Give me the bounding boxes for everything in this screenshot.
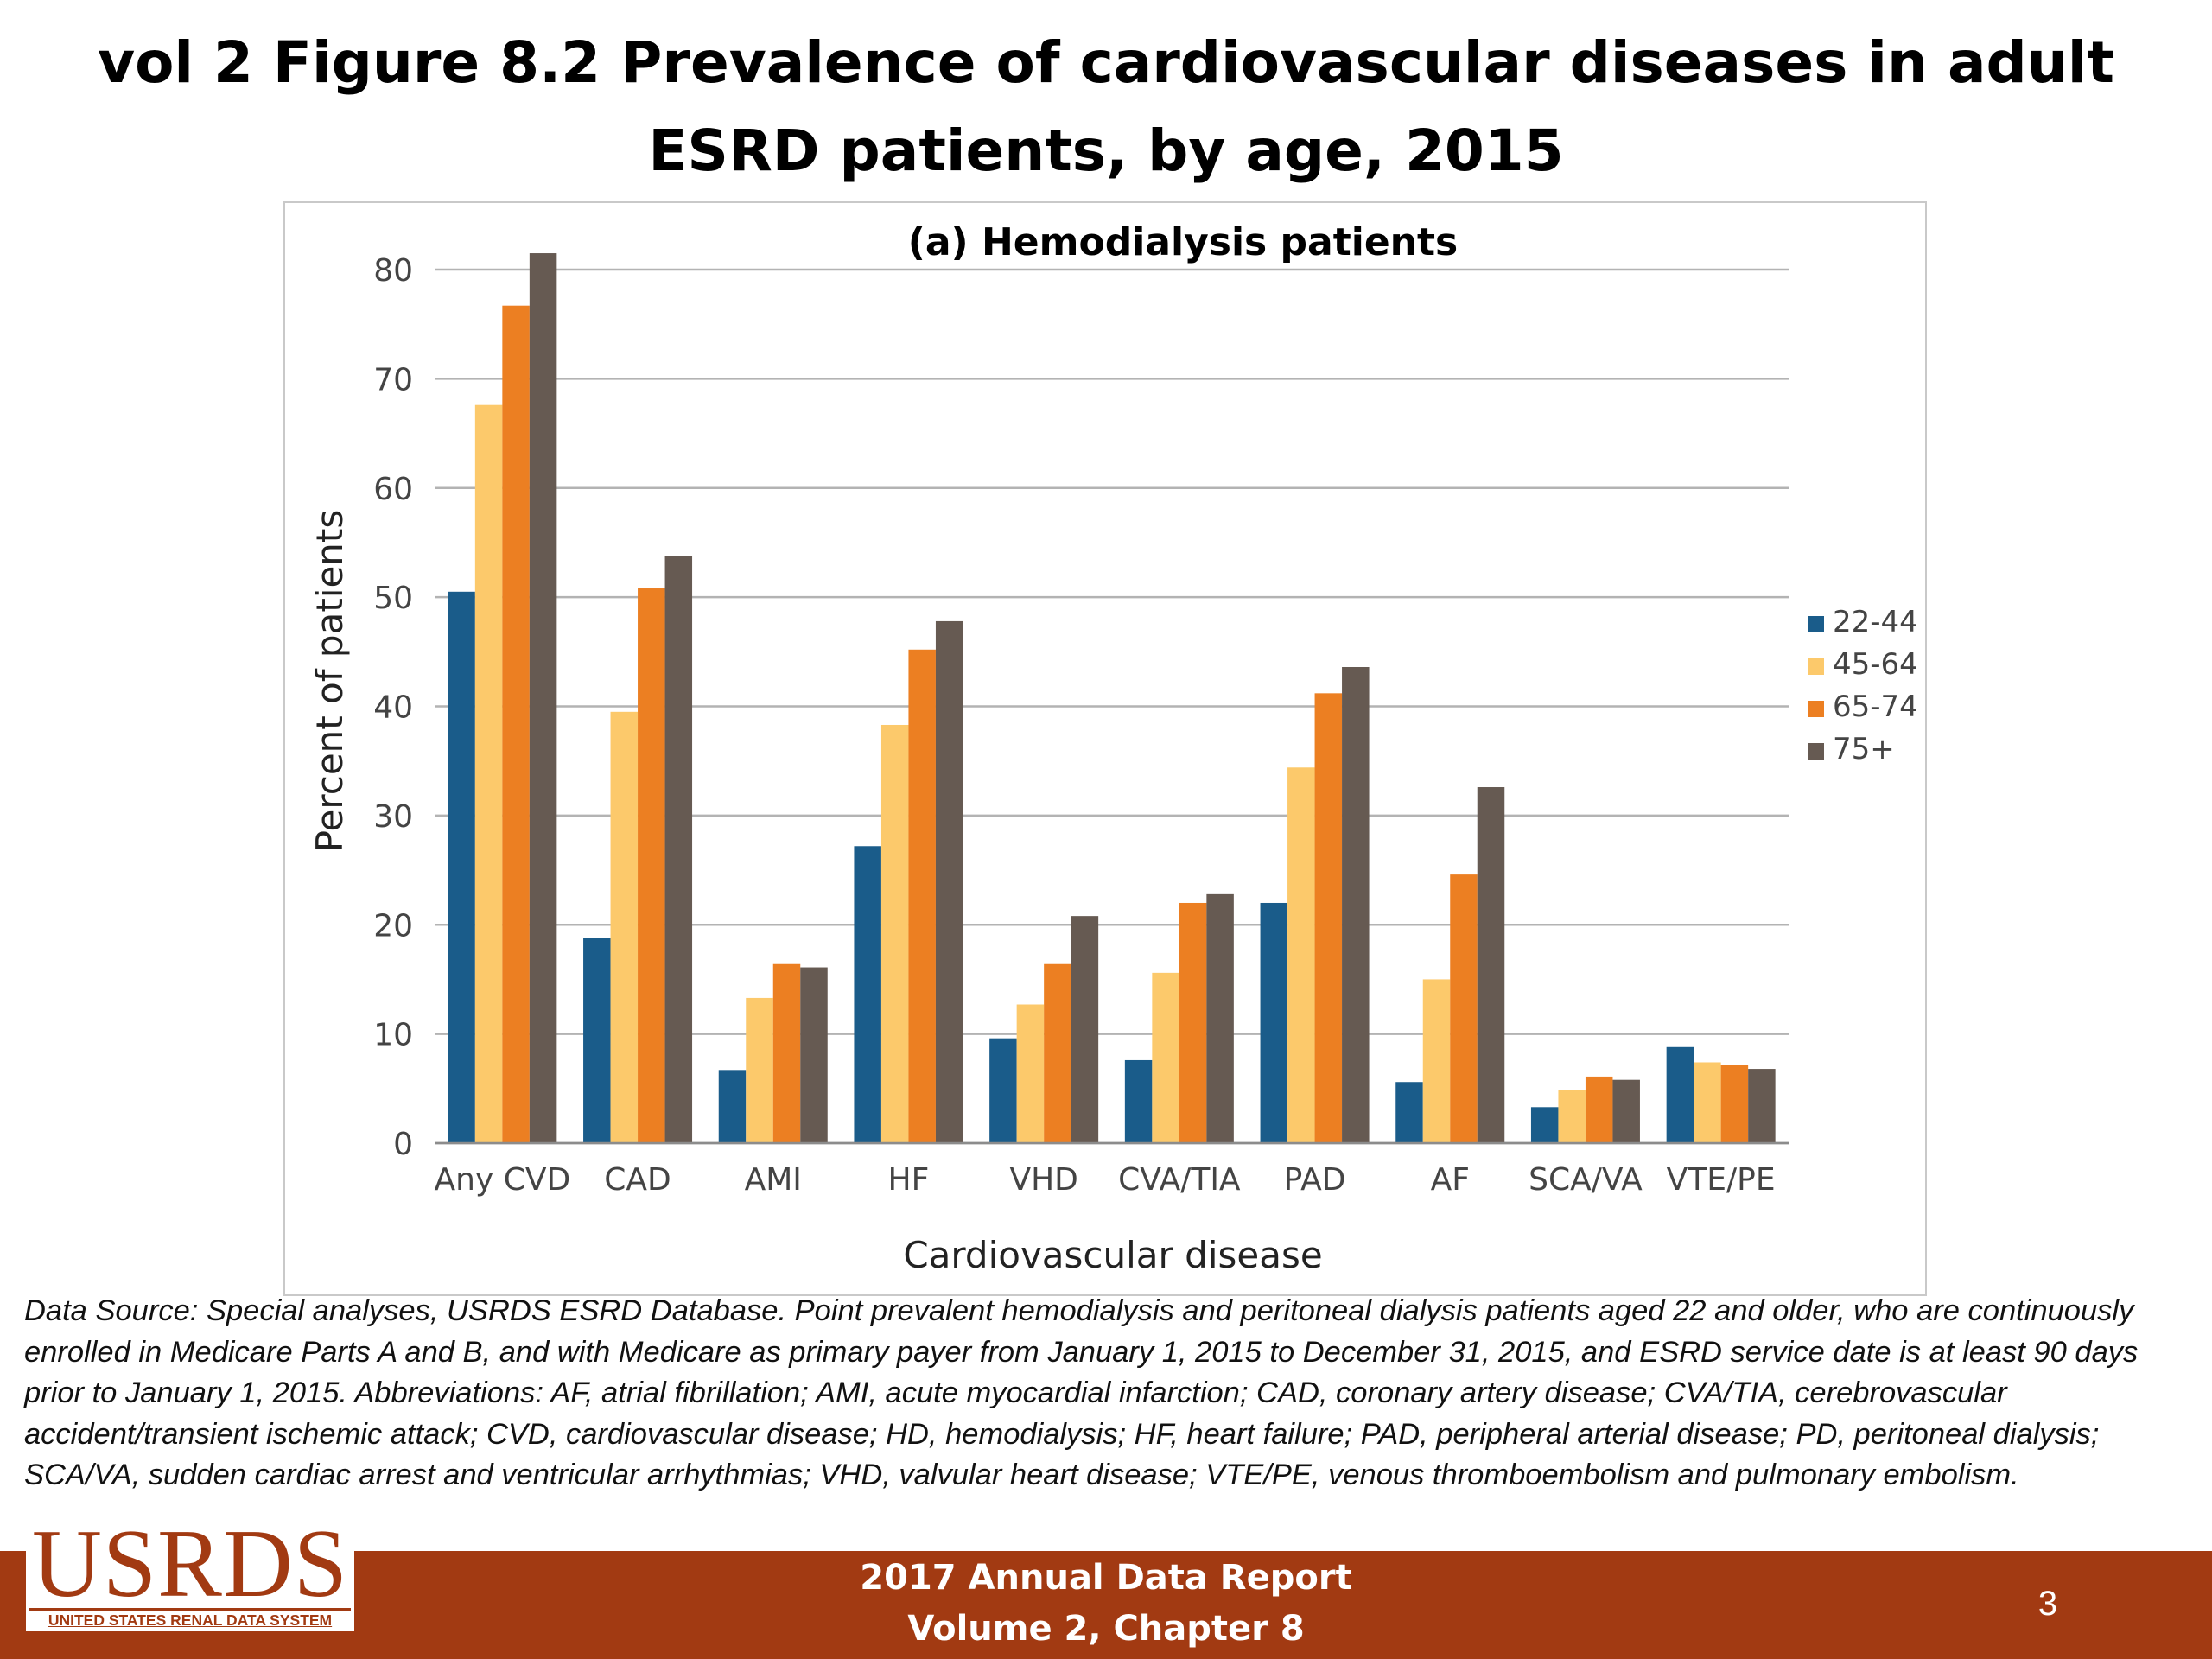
bar-22-44-hf [854, 846, 881, 1143]
bar-75plus-cvatia [1206, 893, 1234, 1143]
x-tick-label: VHD [1009, 1162, 1077, 1198]
axes: 0 10 20 30 40 50 60 70 80 Any CVD CAD AMI HF VHD CVA/T… [373, 253, 1789, 1198]
bar-75plus-hf [935, 620, 963, 1143]
x-tick-label: CVA/TIA [1118, 1162, 1241, 1198]
y-tick-label: 20 [373, 908, 413, 944]
y-tick-label: 60 [373, 472, 413, 507]
logo-wordmark: USRDS [31, 1510, 349, 1618]
bar-22-44-scava [1530, 1107, 1559, 1143]
bar-45-64-vhd [1016, 1004, 1045, 1143]
bar-75plus-anycvd [529, 253, 557, 1144]
x-tick-label: SCA/VA [1529, 1162, 1643, 1198]
usrds-logo: USRDS UNITED STATES RENAL DATA SYSTEM [26, 1510, 354, 1631]
footer-bar [0, 1551, 2212, 1659]
bar-65-74-cvatia [1179, 902, 1207, 1143]
bar-65-74-ami [772, 963, 801, 1143]
x-tick-label: PAD [1284, 1162, 1346, 1198]
footer-chapter: Volume 2, Chapter 8 [907, 1609, 1305, 1649]
x-tick-label: Any CVD [435, 1162, 571, 1198]
x-axis-title: Cardiovascular disease [903, 1234, 1322, 1276]
bar-75plus-pad [1342, 667, 1370, 1143]
bar-45-64-ami [746, 997, 773, 1143]
bar-45-64-hf [880, 724, 909, 1143]
legend-swatch [1808, 701, 1824, 717]
bar-65-74-af [1450, 874, 1478, 1143]
legend-swatch [1808, 743, 1824, 760]
bar-22-44-ami [718, 1070, 747, 1143]
bar-22-44-vhd [989, 1038, 1017, 1143]
page-number: 3 [2037, 1585, 2058, 1623]
y-tick-label: 70 [373, 362, 413, 397]
x-tick-label: VTE/PE [1667, 1162, 1776, 1198]
bar-65-74-anycvd [502, 305, 530, 1143]
bar-22-44-cvatia [1124, 1059, 1153, 1143]
bar-45-64-cad [610, 711, 639, 1143]
bar-75plus-vhd [1071, 916, 1099, 1143]
y-tick-label: 0 [393, 1127, 413, 1162]
x-tick-label: CAD [604, 1162, 671, 1198]
bar-65-74-hf [908, 649, 936, 1143]
legend-label: 65-74 [1833, 690, 1918, 724]
legend-label: 22-44 [1833, 605, 1918, 639]
legend: 22-44 45-64 65-74 75+ [1808, 605, 1918, 766]
bar-65-74-pad [1314, 693, 1343, 1143]
bar-22-44-cad [583, 938, 611, 1143]
bar-65-74-vhd [1044, 963, 1071, 1143]
footer-report-title: 2017 Annual Data Report [860, 1558, 1352, 1598]
bar-75plus-ami [800, 967, 828, 1143]
y-tick-label: 10 [373, 1018, 413, 1053]
bar-75plus-af [1477, 787, 1505, 1143]
bar-75plus-scava [1612, 1079, 1640, 1143]
legend-label: 75+ [1833, 732, 1895, 766]
source-note: Data Source: Special analyses, USRDS ESR… [24, 1294, 2139, 1491]
y-tick-label: 50 [373, 581, 413, 616]
bar-22-44-pad [1260, 902, 1288, 1143]
bar-45-64-pad [1287, 767, 1315, 1143]
bar-65-74-vtepe [1720, 1065, 1749, 1143]
bar-45-64-anycvd [474, 404, 503, 1143]
bars [448, 253, 1776, 1144]
bar-22-44-af [1395, 1082, 1423, 1143]
legend-swatch [1808, 658, 1824, 675]
bar-22-44-anycvd [448, 591, 475, 1143]
logo-rule [29, 1608, 351, 1611]
y-tick-label: 80 [373, 253, 413, 289]
bar-chart: 0 10 20 30 40 50 60 70 80 Any CVD CAD AMI HF VHD CVA/T… [308, 220, 1918, 1276]
chart-title: (a) Hemodialysis patients [908, 220, 1458, 264]
x-tick-label: AF [1431, 1162, 1470, 1198]
x-tick-label: AMI [745, 1162, 802, 1198]
legend-label: 45-64 [1833, 647, 1918, 682]
y-tick-label: 40 [373, 690, 413, 726]
slide-title: vol 2 Figure 8.2 Prevalence of cardiovas… [98, 29, 2114, 184]
bar-65-74-cad [638, 588, 665, 1143]
y-axis-title: Percent of patients [308, 510, 351, 853]
bar-22-44-vtepe [1666, 1046, 1694, 1143]
logo-subtitle: UNITED STATES RENAL DATA SYSTEM [48, 1611, 333, 1629]
x-tick-label: HF [888, 1162, 930, 1198]
legend-swatch [1808, 616, 1824, 632]
y-tick-label: 30 [373, 799, 413, 835]
bar-45-64-af [1422, 979, 1451, 1143]
bar-75plus-cad [664, 556, 693, 1143]
chart-frame: 0 10 20 30 40 50 60 70 80 Any CVD CAD AMI HF VHD CVA/T… [283, 201, 1927, 1296]
bar-45-64-vtepe [1694, 1062, 1721, 1143]
bar-65-74-scava [1585, 1076, 1613, 1143]
bar-45-64-cvatia [1152, 972, 1179, 1143]
bar-75plus-vtepe [1748, 1069, 1776, 1143]
bar-45-64-scava [1558, 1090, 1586, 1143]
